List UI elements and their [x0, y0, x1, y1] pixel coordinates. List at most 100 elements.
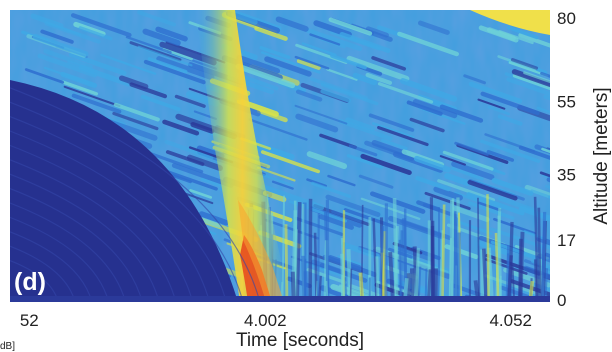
- heatmap-streak: [368, 113, 415, 132]
- heatmap-streak: [164, 139, 214, 160]
- heatmap-streak: [325, 194, 381, 218]
- heatmap-streak: [257, 166, 296, 182]
- heatmap-streak: [523, 71, 550, 84]
- heatmap-vertical-streak: [379, 225, 385, 302]
- heatmap-streak: [327, 174, 356, 187]
- heatmap-streak: [377, 82, 434, 104]
- heatmap-streak: [409, 117, 445, 133]
- heatmap-streak: [348, 144, 378, 157]
- heatmap-vertical-streak: [533, 196, 540, 302]
- yellow-echo-band: [195, 10, 290, 302]
- heatmap-streak: [451, 166, 484, 181]
- heatmap-streak: [506, 77, 550, 97]
- x-tick-label: 4.052: [489, 311, 532, 330]
- heatmap-streak: [480, 91, 540, 116]
- heatmap-streak: [497, 114, 523, 126]
- heatmap-streak: [413, 155, 451, 173]
- heatmap-streak: [119, 75, 149, 90]
- heatmap-streak: [437, 179, 496, 202]
- heatmap-streak: [78, 64, 131, 87]
- heatmap-streak: [311, 181, 352, 198]
- heatmap-streak: [417, 20, 450, 35]
- quiet-region-arc: [10, 188, 143, 302]
- y-tick-label: 80: [557, 9, 576, 28]
- heatmap-streak: [330, 54, 367, 70]
- heatmap-streak: [174, 94, 206, 108]
- heatmap-streak: [530, 189, 550, 199]
- heatmap-streak: [70, 13, 132, 38]
- x-axis-title: Time [seconds]: [236, 330, 364, 351]
- heatmap-streak: [156, 56, 215, 81]
- heatmap-streak: [140, 94, 181, 112]
- heatmap-streak: [143, 59, 206, 85]
- heatmap-vertical-streak: [517, 238, 523, 302]
- heatmap-streak: [125, 35, 172, 54]
- heatmap-streak: [294, 55, 330, 70]
- colorbar-units-label: dB]: [0, 341, 15, 352]
- heatmap-streak: [346, 153, 384, 169]
- heatmap-streak: [491, 177, 534, 196]
- heatmap-streak: [148, 151, 204, 174]
- heatmap-streak: [328, 17, 373, 36]
- heatmap-streak: [113, 102, 160, 122]
- heatmap-streak: [540, 71, 550, 78]
- heatmap-streak: [306, 151, 348, 170]
- x-tick-label: 52: [20, 311, 39, 330]
- heatmap-streak: [306, 178, 327, 188]
- heatmap-streak: [548, 195, 550, 199]
- heatmap-streak: [439, 104, 484, 123]
- heatmap-streak: [296, 58, 321, 70]
- quiet-region-arc: [10, 202, 127, 302]
- heatmap-vertical-streak: [441, 204, 446, 302]
- heatmap-streak: [451, 161, 495, 181]
- heatmap-vertical-streak: [317, 212, 320, 302]
- heatmap-streak: [352, 72, 378, 86]
- heatmap-vertical-streak: [540, 211, 547, 302]
- heatmap-streak: [236, 54, 281, 74]
- heatmap-streak: [536, 106, 550, 114]
- heatmap-streak: [463, 74, 486, 85]
- heatmap-streak: [552, 35, 601, 52]
- x-tick-label: 4.002: [244, 311, 287, 330]
- heatmap-streak: [381, 138, 408, 151]
- heatmap-streak: [552, 185, 572, 192]
- heatmap-streak: [479, 139, 541, 163]
- heatmap-streak: [68, 52, 127, 76]
- heatmap-streak: [518, 145, 550, 160]
- heatmap-streak: [564, 261, 601, 274]
- heatmap-streak: [165, 150, 205, 167]
- ground-strip: [10, 296, 550, 302]
- heatmap-streak: [200, 177, 225, 189]
- heatmap-streak: [260, 150, 320, 174]
- heatmap-streak: [487, 105, 510, 116]
- heatmap-streak: [371, 56, 407, 71]
- heatmap-streak: [454, 141, 489, 156]
- heatmap-streak: [331, 209, 362, 223]
- quiet-region-arc: [10, 101, 244, 302]
- heatmap-streak: [256, 108, 288, 123]
- heatmap-streak: [360, 197, 421, 220]
- heatmap-streak: [320, 82, 379, 106]
- heatmap-streak: [498, 30, 534, 45]
- heatmap-streak: [155, 26, 188, 42]
- x-axis-ticks: 52 4.002 4.052: [20, 311, 532, 330]
- heatmap-streak: [360, 153, 412, 175]
- heatmap-streak: [262, 190, 287, 203]
- heatmap-vertical-streak: [372, 218, 378, 302]
- heatmap-streak: [231, 12, 258, 25]
- heatmap-streak: [43, 49, 93, 69]
- heatmap-streak: [198, 211, 229, 226]
- y-axis-ticks: 0 17 35 55 80: [557, 9, 576, 310]
- heatmap-streak: [339, 32, 391, 53]
- heatmap-vertical-streak: [429, 197, 434, 302]
- heatmap-streak: [400, 78, 458, 102]
- y-axis-title: Altitude [meters]: [591, 87, 612, 224]
- quiet-region-arc: [10, 159, 177, 302]
- heatmap-streak: [294, 104, 348, 125]
- heatmap-streak: [439, 155, 466, 166]
- heatmap-streak: [338, 118, 393, 141]
- heatmap-vertical-streak: [295, 202, 302, 302]
- heatmap-vertical-streak: [506, 255, 513, 302]
- quiet-region-arc: [10, 231, 93, 302]
- top-right-yellow-patch: [470, 10, 550, 35]
